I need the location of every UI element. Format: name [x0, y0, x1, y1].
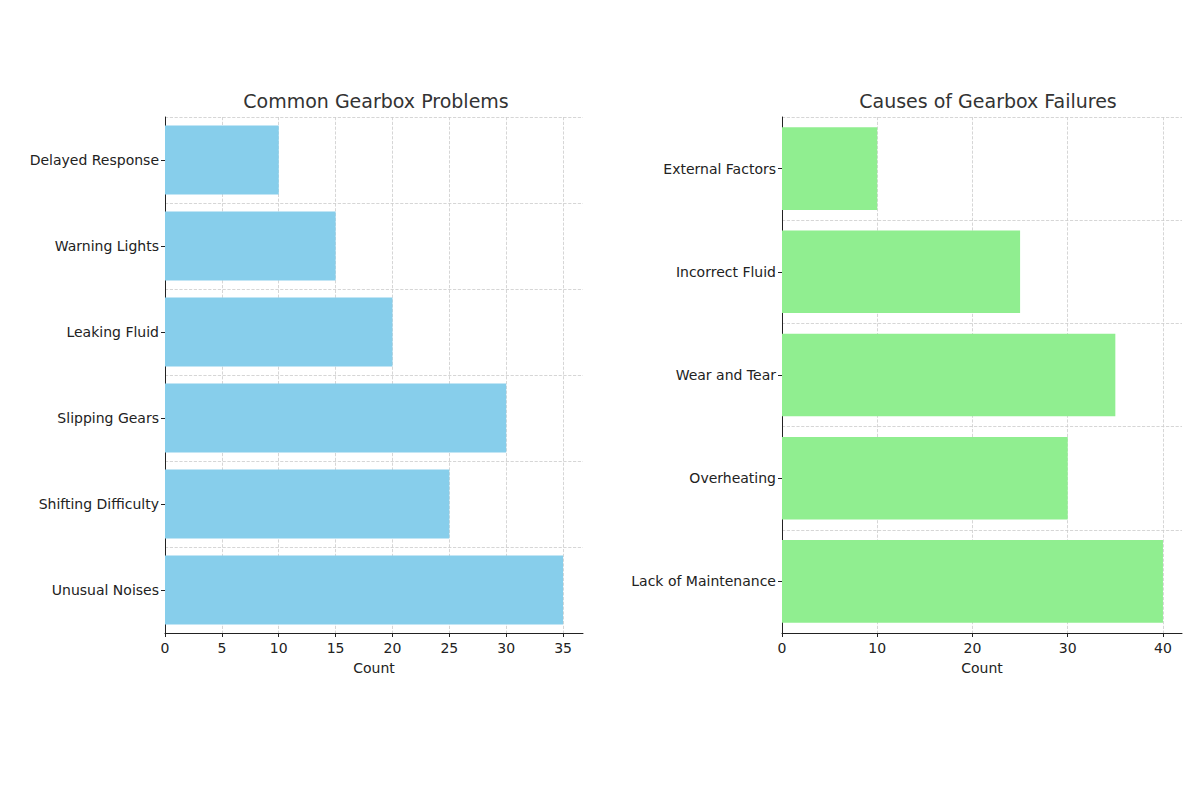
- svg-text:Overheating: Overheating: [689, 470, 776, 486]
- svg-text:10: 10: [868, 640, 886, 656]
- svg-text:Leaking Fluid: Leaking Fluid: [66, 324, 159, 340]
- svg-text:Incorrect Fluid: Incorrect Fluid: [676, 264, 776, 280]
- svg-text:Shifting Difficulty: Shifting Difficulty: [39, 496, 159, 512]
- svg-text:20: 20: [384, 640, 402, 656]
- svg-text:Warning Lights: Warning Lights: [55, 238, 159, 254]
- svg-text:20: 20: [964, 640, 982, 656]
- svg-text:15: 15: [327, 640, 345, 656]
- svg-text:30: 30: [1059, 640, 1077, 656]
- svg-text:Slipping Gears: Slipping Gears: [57, 410, 159, 426]
- svg-text:Common Gearbox Problems: Common Gearbox Problems: [243, 90, 508, 112]
- svg-text:Unusual Noises: Unusual Noises: [52, 582, 159, 598]
- svg-text:Count: Count: [353, 660, 395, 676]
- svg-text:0: 0: [161, 640, 170, 656]
- svg-text:25: 25: [440, 640, 458, 656]
- svg-text:External Factors: External Factors: [663, 161, 776, 177]
- svg-text:Lack of Maintenance: Lack of Maintenance: [631, 573, 776, 589]
- svg-text:40: 40: [1154, 640, 1172, 656]
- svg-text:10: 10: [270, 640, 288, 656]
- svg-text:35: 35: [554, 640, 572, 656]
- svg-text:30: 30: [497, 640, 515, 656]
- svg-text:Delayed Response: Delayed Response: [30, 152, 159, 168]
- svg-text:5: 5: [217, 640, 226, 656]
- svg-text:Wear and Tear: Wear and Tear: [676, 367, 777, 383]
- svg-text:Count: Count: [961, 660, 1003, 676]
- svg-text:0: 0: [778, 640, 787, 656]
- svg-text:Causes of Gearbox Failures: Causes of Gearbox Failures: [859, 90, 1117, 112]
